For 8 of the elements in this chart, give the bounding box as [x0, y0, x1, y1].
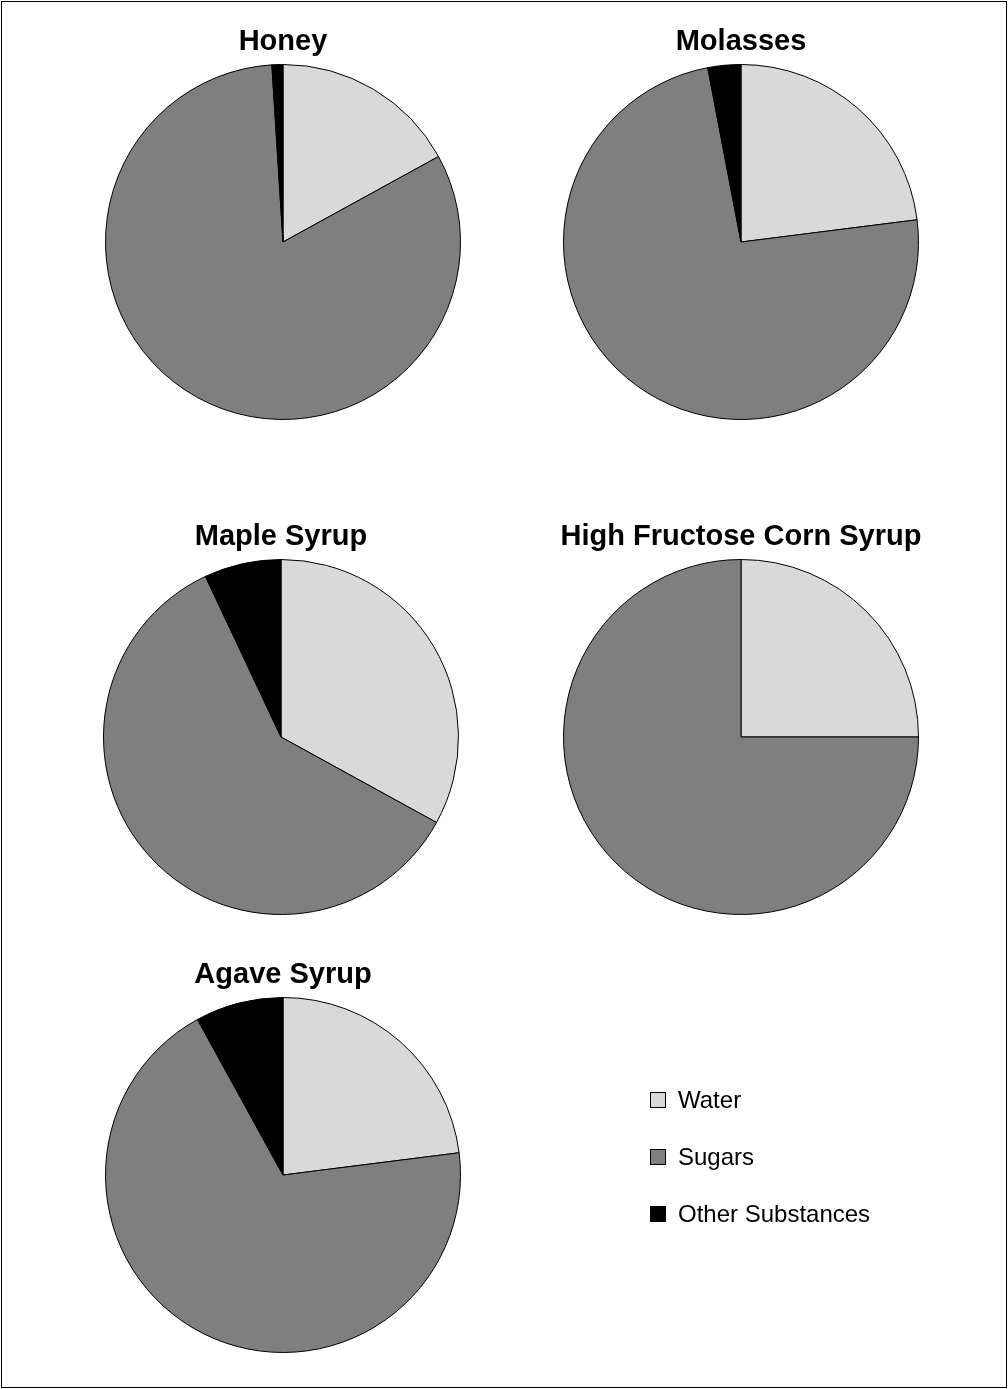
- legend-label: Water: [678, 1085, 742, 1114]
- chart-title: Agave Syrup: [193, 956, 373, 991]
- legend-label: Sugars: [678, 1142, 755, 1171]
- chart-title: Honey: [237, 23, 329, 58]
- chart-title: Maple Syrup: [193, 518, 369, 553]
- legend-label: Other Substances: [678, 1199, 871, 1228]
- chart-title: Molasses: [674, 23, 808, 58]
- chart-title: High Fructose Corn Syrup: [559, 518, 923, 553]
